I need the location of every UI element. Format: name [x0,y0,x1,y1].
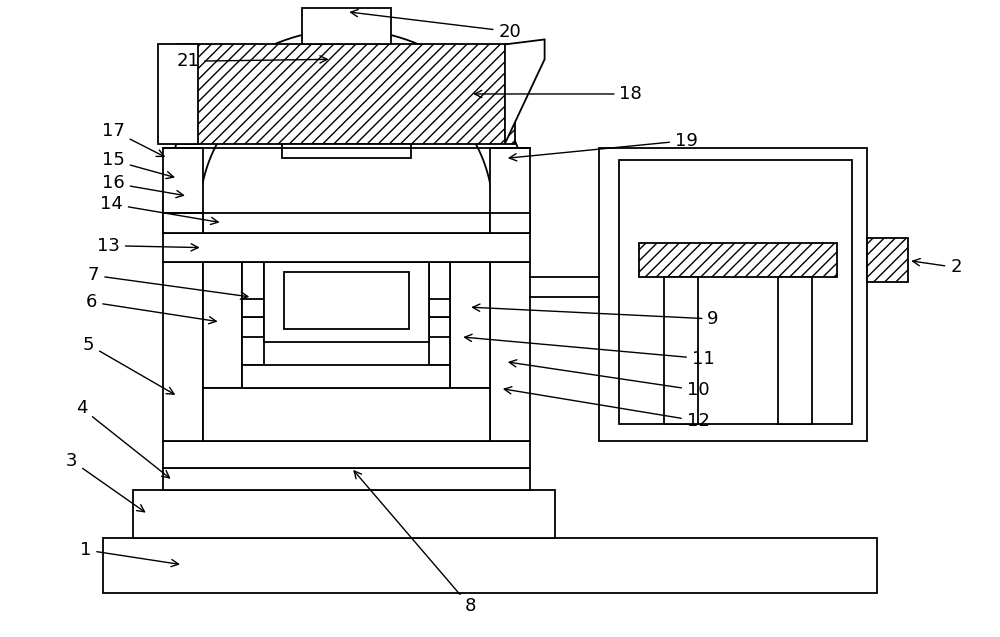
Polygon shape [178,45,515,143]
Text: 16: 16 [102,174,183,197]
Polygon shape [429,317,450,337]
Text: 2: 2 [913,259,962,276]
Text: 3: 3 [66,452,145,512]
Text: 7: 7 [88,266,248,299]
Text: 20: 20 [351,10,521,41]
Text: 9: 9 [473,304,719,328]
Polygon shape [163,148,203,233]
Polygon shape [505,39,545,143]
Polygon shape [619,161,852,424]
Polygon shape [163,262,203,441]
Polygon shape [242,299,264,317]
Text: 15: 15 [102,152,174,178]
Polygon shape [242,364,450,389]
Text: 14: 14 [100,195,218,224]
Text: 8: 8 [354,471,476,615]
Text: 12: 12 [504,387,710,430]
Polygon shape [133,490,555,538]
Polygon shape [264,262,429,342]
Text: 1: 1 [80,541,179,567]
Text: 5: 5 [83,336,174,394]
Polygon shape [163,213,203,233]
Polygon shape [163,233,530,262]
Text: 21: 21 [176,52,327,70]
Polygon shape [158,45,198,143]
Polygon shape [664,277,698,424]
Polygon shape [203,262,242,389]
Polygon shape [490,213,530,233]
Polygon shape [163,468,530,490]
Polygon shape [203,389,490,441]
Text: 17: 17 [102,122,164,157]
Polygon shape [163,29,530,213]
Polygon shape [203,213,490,233]
Polygon shape [490,148,530,233]
Polygon shape [490,262,530,441]
Text: 19: 19 [509,132,698,161]
Polygon shape [599,148,867,441]
Text: 10: 10 [509,360,710,399]
Polygon shape [450,262,490,389]
Polygon shape [639,243,837,277]
Polygon shape [429,262,450,364]
Polygon shape [242,317,264,337]
Polygon shape [282,143,411,159]
Text: 18: 18 [475,85,642,103]
Text: 11: 11 [465,334,715,368]
Text: 13: 13 [97,236,198,255]
Polygon shape [867,238,908,282]
Polygon shape [163,441,530,468]
Polygon shape [242,262,264,364]
Polygon shape [103,538,877,592]
Text: 4: 4 [76,399,169,478]
Polygon shape [778,277,812,424]
Polygon shape [429,299,450,317]
Polygon shape [284,273,409,329]
Text: 6: 6 [86,293,216,324]
Polygon shape [302,8,391,45]
